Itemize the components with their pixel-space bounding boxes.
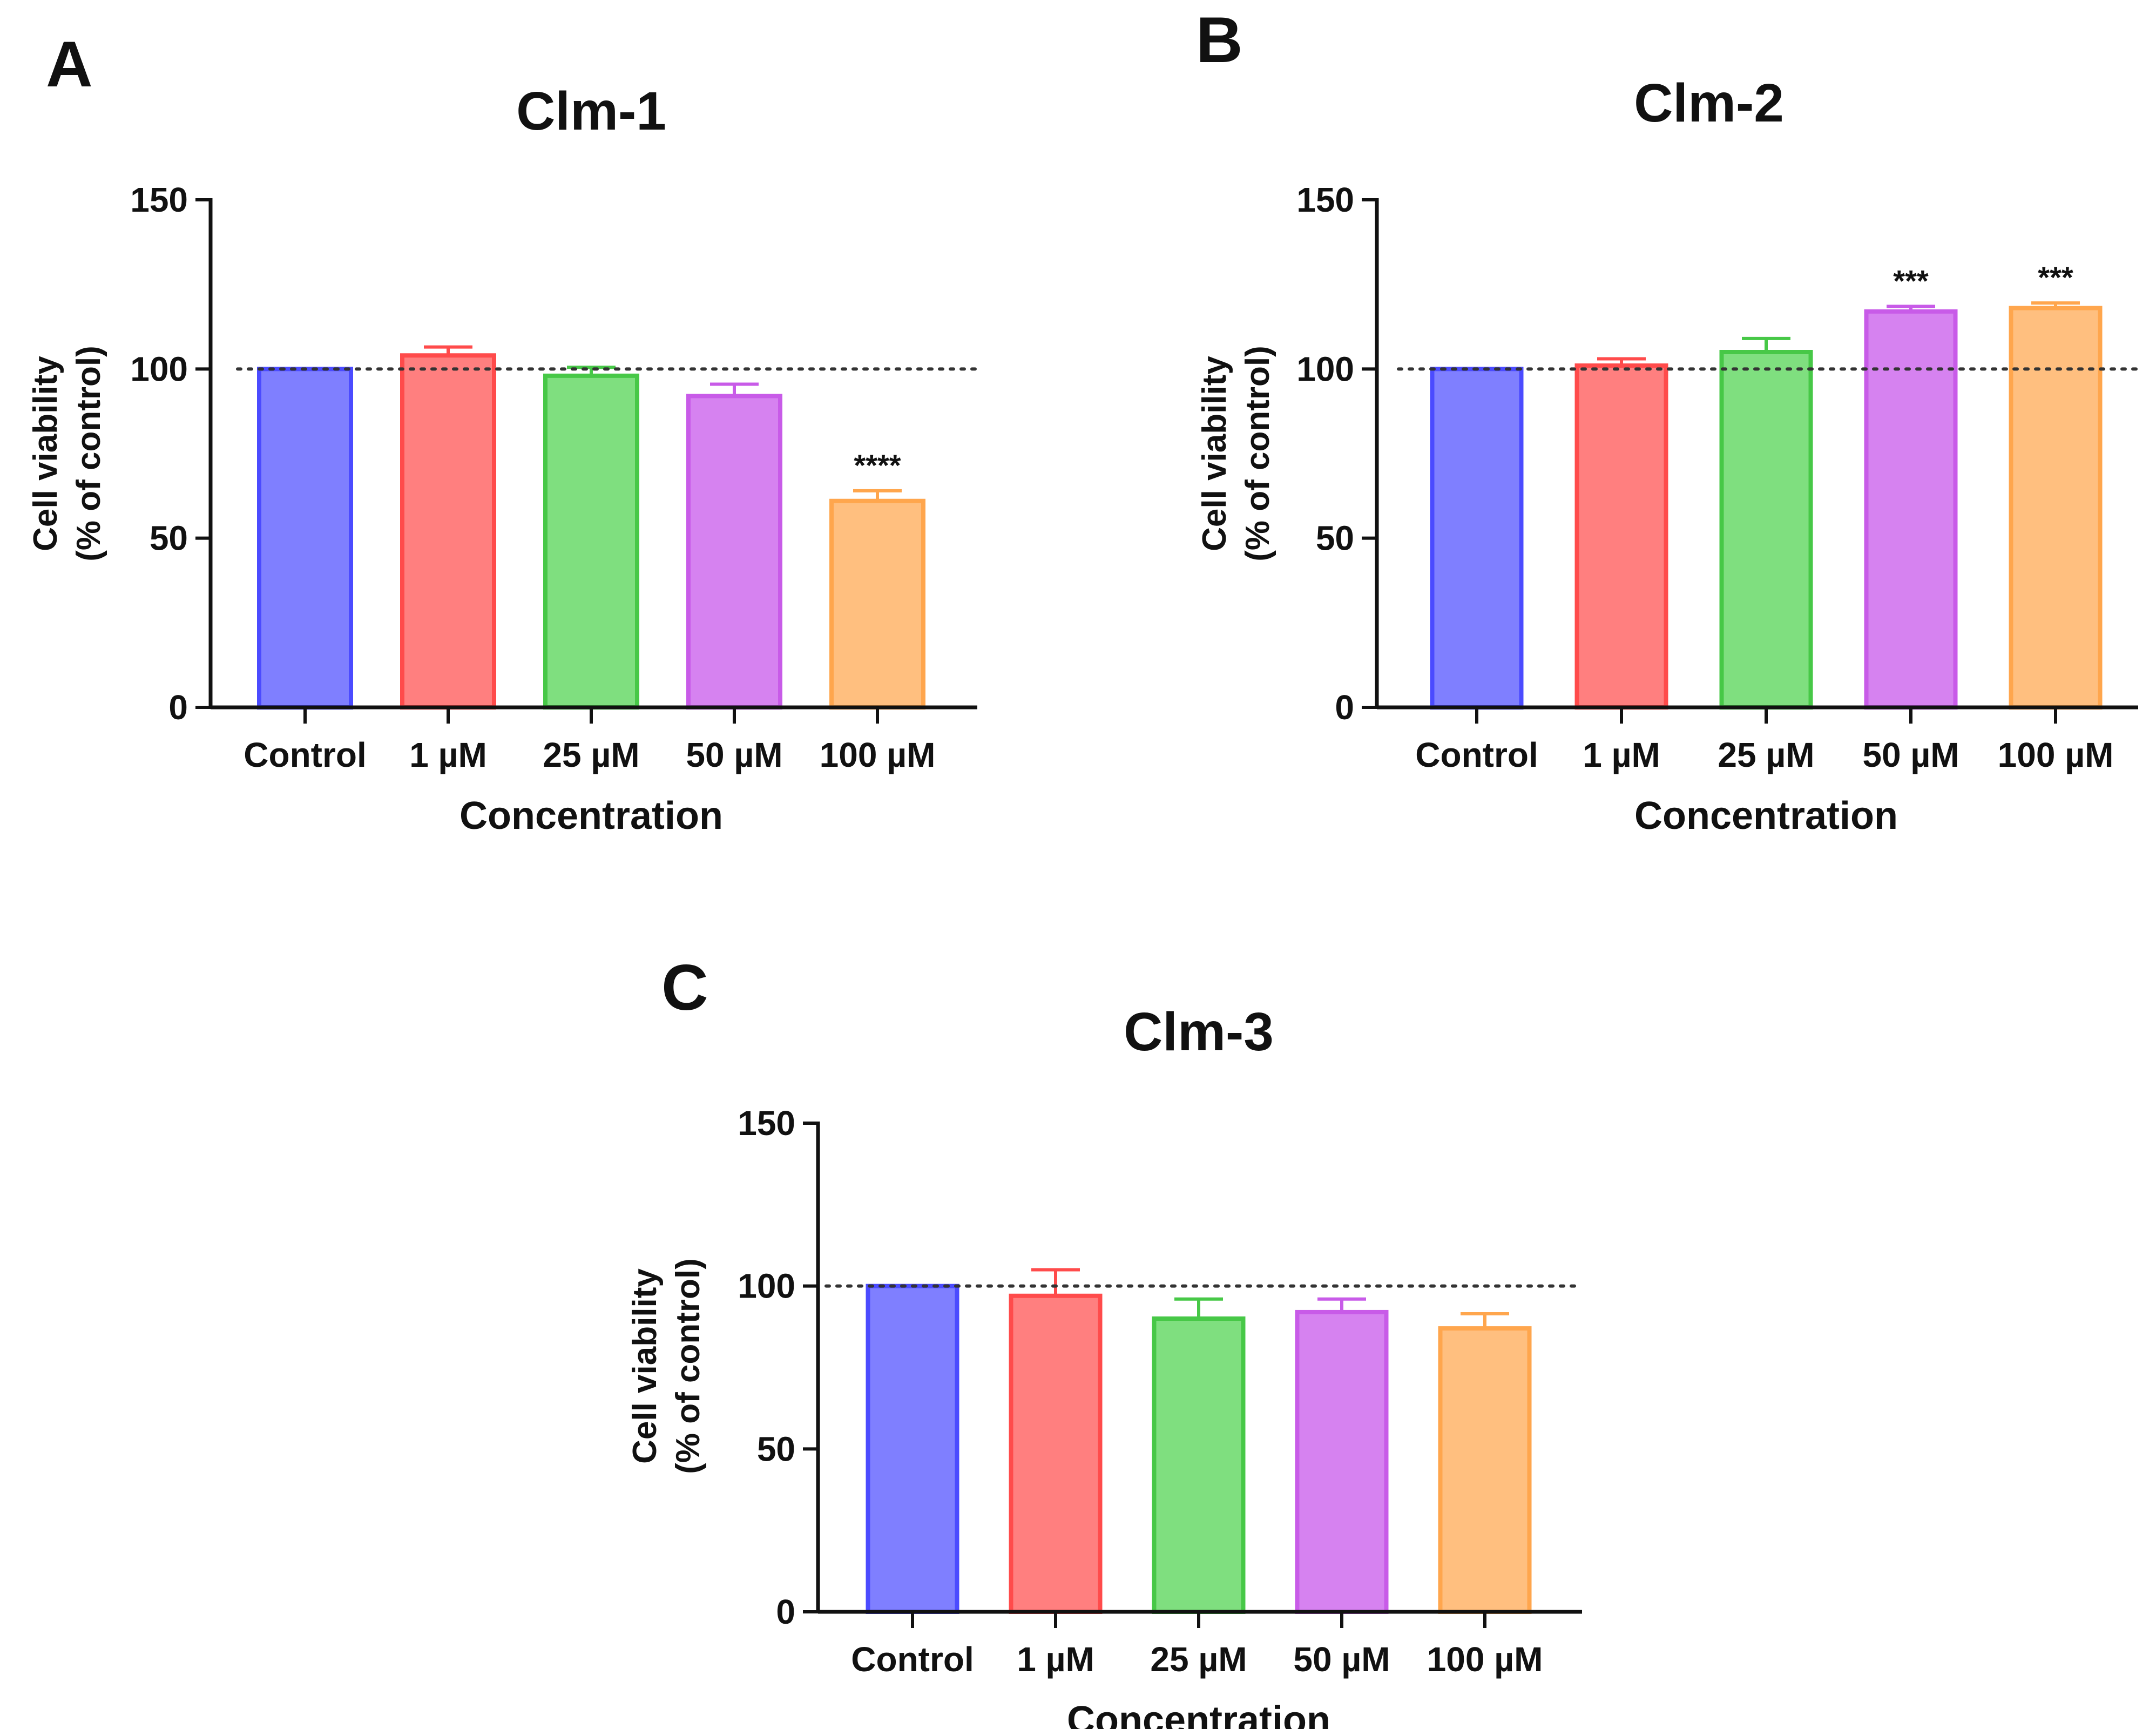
y-tick-label: 100	[130, 349, 188, 388]
bar	[686, 394, 782, 710]
x-tick-label: 50 µM	[1293, 1640, 1390, 1679]
chart-title: Clm-3	[1124, 1002, 1274, 1062]
x-tick-label: 100 µM	[1427, 1640, 1543, 1679]
y-axis-label-line2: (% of control)	[1239, 346, 1276, 562]
y-axis-label-line2: (% of control)	[70, 346, 107, 562]
significance-label: ***	[2038, 260, 2073, 294]
y-tick-label: 150	[130, 180, 188, 219]
chart-clm-2: Clm-2 Control 1 µM 25 µM *** 50 µM *** 100 µM 0 5…	[1196, 73, 2140, 838]
y-axis-label-line1: Cell viability	[626, 1268, 664, 1464]
x-tick-label: 100 µM	[820, 735, 936, 774]
y-tick-label: 50	[757, 1429, 795, 1468]
y-tick-label: 0	[776, 1592, 795, 1631]
y-axis-label-line2: (% of control)	[670, 1258, 707, 1474]
bar	[1430, 367, 1524, 710]
x-tick-label: 50 µM	[686, 735, 782, 774]
x-tick-label: Control	[851, 1640, 974, 1679]
x-tick-label: Control	[244, 735, 367, 774]
x-axis-label: Concentration	[1067, 1699, 1330, 1729]
x-tick-label: 50 µM	[1862, 735, 1959, 774]
y-axis-label: Cell viability (% of control)	[27, 346, 107, 562]
bar	[1574, 363, 1668, 710]
x-axis-label: Concentration	[459, 794, 723, 838]
x-tick-label: 25 µM	[543, 735, 639, 774]
x-tick-label: 1 µM	[1583, 735, 1660, 774]
bar	[829, 498, 925, 710]
significance-label: ****	[854, 448, 901, 482]
bar	[2009, 306, 2103, 710]
panel-letter-c: C	[661, 951, 708, 1024]
bar	[1295, 1309, 1389, 1614]
y-tick-label: 50	[150, 519, 188, 558]
bar	[1719, 350, 1813, 710]
chart-clm-3: Clm-3 Control 1 µM 25 µM 50 µM 100 µM 0 50 100 15…	[626, 1002, 1584, 1729]
bar	[257, 367, 353, 710]
x-tick-label: 25 µM	[1150, 1640, 1247, 1679]
bar	[400, 353, 496, 710]
y-tick-label: 150	[1296, 180, 1354, 219]
bar	[543, 373, 639, 710]
bar	[1864, 309, 1958, 710]
y-axis-label-line1: Cell viability	[27, 356, 64, 551]
bar	[866, 1284, 959, 1615]
bar	[1438, 1326, 1532, 1615]
y-axis-label: Cell viability (% of control)	[1196, 346, 1276, 562]
y-axis-label: Cell viability (% of control)	[626, 1258, 707, 1474]
panel-letter-b: B	[1196, 4, 1243, 76]
panel-letter-a: A	[46, 28, 93, 100]
x-tick-label: 25 µM	[1718, 735, 1814, 774]
significance-label: ***	[1893, 264, 1929, 298]
x-tick-label: 1 µM	[409, 735, 487, 774]
y-tick-label: 150	[738, 1104, 795, 1143]
y-tick-label: 0	[168, 688, 188, 727]
x-axis-label: Concentration	[1634, 794, 1898, 838]
y-axis-label-line1: Cell viability	[1196, 356, 1233, 551]
chart-clm-1: Clm-1 Control 1 µM 25 µM 50 µM **** 100 µM 0 50 1…	[27, 81, 979, 838]
bar	[1009, 1293, 1103, 1614]
y-tick-label: 0	[1335, 688, 1354, 727]
chart-title: Clm-2	[1634, 73, 1784, 133]
x-tick-label: Control	[1415, 735, 1538, 774]
y-tick-label: 100	[738, 1267, 795, 1306]
bar	[1152, 1316, 1246, 1614]
y-tick-label: 50	[1316, 519, 1354, 558]
chart-title: Clm-1	[516, 81, 666, 141]
y-tick-label: 100	[1296, 349, 1354, 388]
x-tick-label: 1 µM	[1017, 1640, 1094, 1679]
x-tick-label: 100 µM	[1998, 735, 2114, 774]
